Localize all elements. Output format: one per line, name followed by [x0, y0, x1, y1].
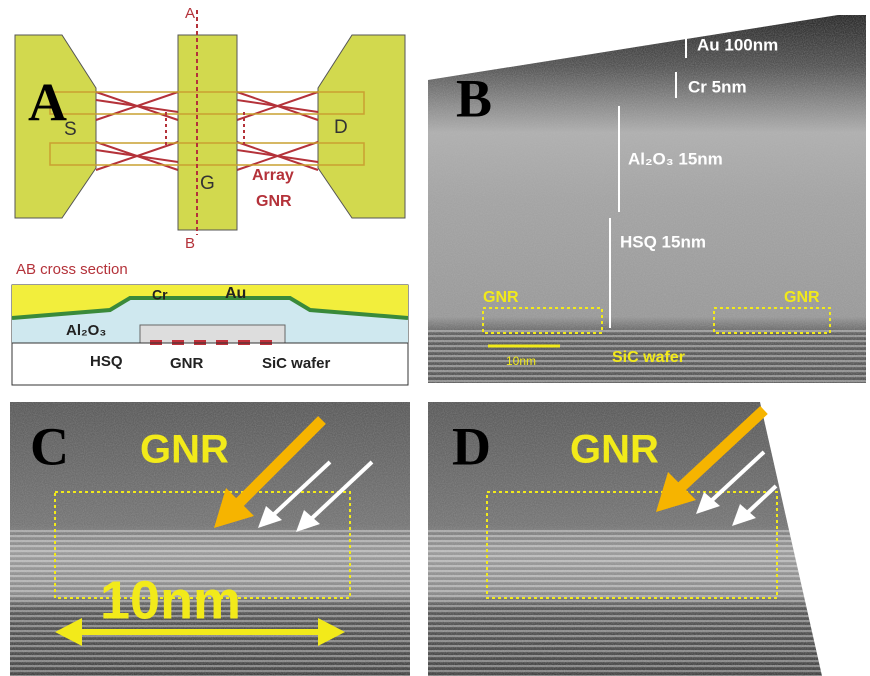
al2o3-label: Al₂O₃: [66, 322, 106, 339]
scale-bar-label: 10nm: [506, 354, 536, 368]
panel-b: B Au 100nm Cr 5nm Al₂O₃ 15nm HSQ 15nm GN…: [428, 15, 866, 383]
cr-label: Cr 5nm: [688, 77, 747, 96]
array-label: Array: [252, 167, 294, 184]
cr-label: Cr: [152, 287, 168, 303]
gnr-label: GNR: [483, 289, 519, 306]
figure: A B A S D G Array GNR AB cross section C…: [0, 0, 870, 676]
au-label: Au: [225, 285, 246, 302]
drain-label: D: [334, 117, 348, 138]
panel-label: A: [28, 72, 67, 132]
drain-pad: [318, 35, 405, 218]
array-label: GNR: [256, 193, 292, 210]
substrate-label: SiC wafer: [262, 355, 331, 372]
substrate-label: SiC wafer: [612, 349, 685, 366]
tem-image: [428, 15, 866, 383]
gnr-label: GNR: [570, 428, 659, 472]
cut-top-label: A: [185, 5, 195, 22]
source-label: S: [64, 119, 77, 140]
gnr-label: GNR: [140, 428, 229, 472]
al2o3-label: Al₂O₃ 15nm: [628, 149, 723, 168]
gnr-label: GNR: [170, 355, 204, 372]
panel-label: B: [456, 68, 492, 128]
gnr-label: GNR: [784, 289, 820, 306]
gate-label: G: [200, 173, 215, 194]
au-label: Au 100nm: [697, 35, 778, 54]
panel-a: A B A S D G Array GNR AB cross section C…: [12, 5, 408, 385]
gate: [178, 35, 237, 230]
cross-section-title: AB cross section: [16, 261, 128, 278]
panel-label: D: [452, 416, 491, 476]
panel-d: D GNR: [428, 402, 828, 676]
shape: [428, 15, 866, 383]
panel-label: C: [30, 416, 69, 476]
cut-bottom-label: B: [185, 235, 195, 252]
panel-c: C GNR 10nm: [10, 402, 410, 676]
scale-label: 10nm: [100, 570, 241, 630]
hsq-label: HSQ 15nm: [620, 232, 706, 251]
hsq-label: HSQ: [90, 353, 123, 370]
page: {"panel_a": {"label": "A", "source": "S"…: [0, 0, 870, 676]
